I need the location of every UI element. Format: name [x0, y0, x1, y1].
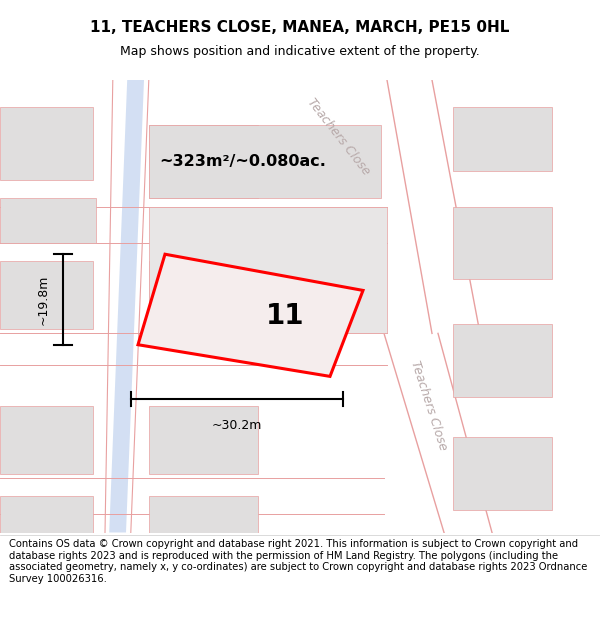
Text: Map shows position and indicative extent of the property.: Map shows position and indicative extent…: [120, 44, 480, 58]
Polygon shape: [453, 438, 552, 510]
Polygon shape: [0, 261, 93, 329]
Polygon shape: [0, 406, 93, 474]
Polygon shape: [149, 207, 387, 333]
Polygon shape: [453, 207, 552, 279]
Polygon shape: [453, 107, 552, 171]
Text: Teachers Close: Teachers Close: [305, 96, 373, 178]
Polygon shape: [149, 496, 258, 532]
Polygon shape: [0, 107, 93, 179]
Polygon shape: [453, 324, 552, 397]
Polygon shape: [0, 496, 93, 532]
Polygon shape: [109, 80, 144, 532]
Polygon shape: [138, 254, 363, 376]
Text: ~19.8m: ~19.8m: [37, 274, 50, 324]
Polygon shape: [149, 406, 258, 474]
Text: 11, TEACHERS CLOSE, MANEA, MARCH, PE15 0HL: 11, TEACHERS CLOSE, MANEA, MARCH, PE15 0…: [91, 20, 509, 35]
Polygon shape: [149, 125, 258, 198]
Text: 11: 11: [266, 302, 304, 331]
Text: ~323m²/~0.080ac.: ~323m²/~0.080ac.: [159, 154, 326, 169]
Polygon shape: [0, 198, 96, 243]
Polygon shape: [149, 125, 381, 198]
Text: Teachers Close: Teachers Close: [409, 359, 449, 452]
Text: Contains OS data © Crown copyright and database right 2021. This information is : Contains OS data © Crown copyright and d…: [9, 539, 587, 584]
Polygon shape: [149, 261, 258, 329]
Text: ~30.2m: ~30.2m: [212, 419, 262, 432]
